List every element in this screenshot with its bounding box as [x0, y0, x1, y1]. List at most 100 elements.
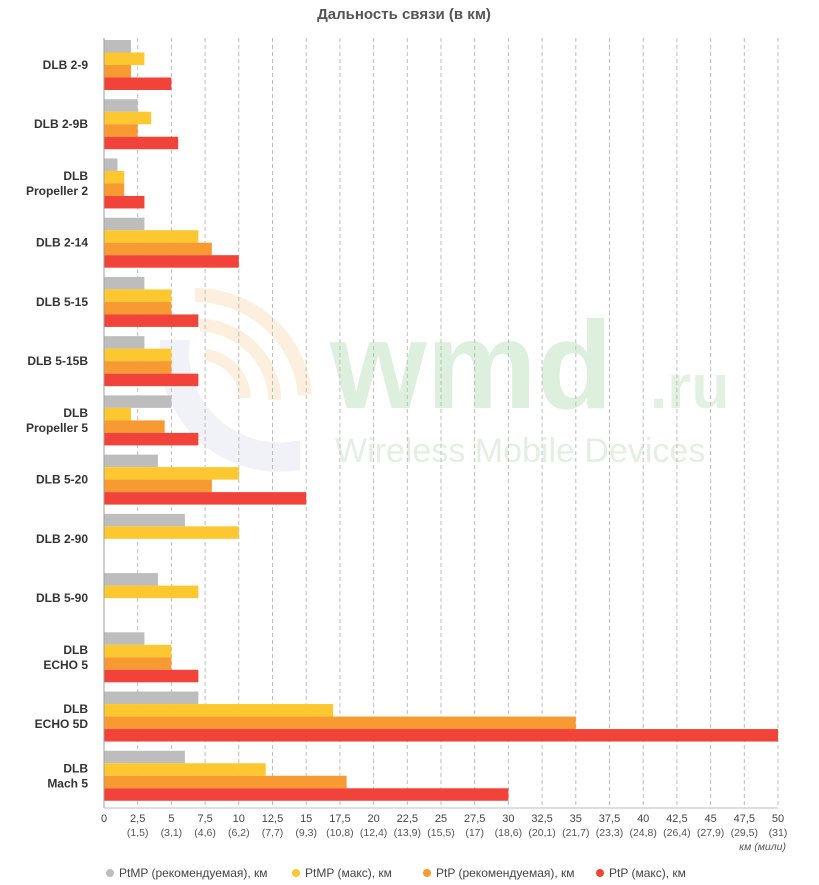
x-tick-miles-label: (20,1)	[528, 827, 555, 839]
bar	[104, 111, 152, 125]
legend-label: PtP (макс), км	[609, 866, 686, 880]
x-tick-label: 25	[435, 813, 447, 825]
category-label: DLB	[63, 761, 88, 775]
bar	[104, 361, 172, 374]
x-tick-label: 35	[570, 813, 582, 825]
x-tick-label: 45	[704, 813, 716, 825]
bar	[104, 314, 199, 327]
bar	[104, 479, 212, 493]
x-tick-label: 0	[101, 813, 107, 825]
x-tick-label: 10	[233, 813, 245, 825]
bar	[104, 644, 172, 658]
bar	[104, 195, 145, 209]
x-tick-miles-label: (3,1)	[161, 827, 183, 839]
category-label: Propeller 2	[26, 184, 88, 198]
category-label: Propeller 5	[26, 421, 88, 435]
x-tick-label: 30	[502, 813, 514, 825]
x-tick-miles-label: (17)	[465, 827, 484, 839]
bar	[104, 716, 576, 730]
category-label: DLB 2-14	[36, 236, 88, 250]
bar	[104, 136, 179, 150]
bar	[104, 65, 131, 78]
bar	[104, 276, 145, 290]
x-tick-label: 2,5	[130, 813, 145, 825]
bar	[104, 255, 239, 268]
bar	[104, 289, 172, 302]
x-tick-miles-label: (26,4)	[663, 827, 690, 839]
legend-label: PtMP (макс), км	[305, 866, 392, 880]
bar	[104, 242, 212, 256]
x-tick-miles-label: (10,8)	[326, 827, 353, 839]
category-label: DLB	[63, 702, 88, 716]
x-tick-label: 15	[300, 813, 312, 825]
watermark-logo-text: wmd	[329, 297, 612, 435]
x-tick-miles-label: (24,8)	[629, 827, 656, 839]
category-label: DLB 2-9B	[34, 117, 88, 131]
bar	[104, 40, 131, 53]
bar	[104, 395, 172, 408]
category-label: DLB 5-15B	[27, 354, 88, 368]
x-tick-miles-label: (4,6)	[194, 827, 216, 839]
x-tick-label: 7,5	[197, 813, 212, 825]
x-tick-label: 50	[772, 813, 784, 825]
watermark-tagline: Wireless Mobile Devices	[335, 432, 705, 470]
bar	[104, 99, 138, 112]
x-tick-label: 32,5	[531, 813, 552, 825]
bar	[104, 657, 172, 670]
wifi-logo-icon	[159, 287, 312, 472]
x-tick-miles-label: (7,7)	[262, 827, 284, 839]
x-tick-miles-label: (29,5)	[731, 827, 758, 839]
x-axis: 0 2,5 (1,5) 5 (3,1) 7,5 (4,6) 10 (6,2) 12,5 (7,7) 1…	[101, 38, 787, 839]
bar	[104, 454, 158, 468]
bar	[104, 301, 172, 315]
grid	[137, 38, 779, 808]
bar	[104, 729, 778, 742]
category-label: DLB 2-9	[43, 58, 89, 72]
bars	[104, 40, 778, 801]
bar	[104, 467, 239, 480]
x-tick-label: 42,5	[666, 813, 687, 825]
watermark-logo-suffix: .ru	[650, 353, 729, 422]
x-tick-label: 40	[637, 813, 649, 825]
category-label: DLB	[63, 406, 88, 420]
bar	[104, 432, 199, 446]
category-label: Mach 5	[47, 776, 88, 790]
bar	[104, 750, 185, 764]
x-tick-label: 22,5	[397, 813, 418, 825]
category-label: DLB 2-90	[36, 532, 88, 546]
bar	[104, 348, 172, 362]
bar	[104, 170, 125, 184]
legend-marker	[423, 869, 431, 877]
legend-marker	[292, 869, 300, 877]
x-tick-miles-label: (27,9)	[697, 827, 724, 839]
x-tick-label: 37,5	[599, 813, 620, 825]
x-tick-miles-label: (31)	[769, 827, 788, 839]
category-label: ECHO 5	[43, 658, 88, 672]
bar	[104, 788, 509, 801]
legend-label: PtMP (рекомендуемая), км	[119, 866, 268, 880]
x-tick-label: 20	[367, 813, 379, 825]
x-tick-label: 12,5	[262, 813, 283, 825]
x-tick-miles-label: (12,4)	[360, 827, 387, 839]
bar	[104, 373, 199, 387]
category-label: DLB 5-15	[36, 295, 88, 309]
x-tick-miles-label: (15,5)	[427, 827, 454, 839]
x-tick-label: 17,5	[329, 813, 350, 825]
x-tick-label: 27,5	[464, 813, 485, 825]
x-tick-miles-label: (23,3)	[596, 827, 623, 839]
bar	[104, 775, 347, 789]
category-label: DLB	[63, 169, 88, 183]
bar	[104, 77, 172, 90]
bar	[104, 669, 199, 683]
x-tick-miles-label: (21,7)	[562, 827, 589, 839]
bar	[104, 704, 334, 717]
bar	[104, 230, 199, 243]
x-tick-miles-label: (9,3)	[295, 827, 317, 839]
bar	[104, 492, 307, 505]
x-axis-label: км (мили)	[739, 841, 786, 853]
category-label: DLB 5-90	[36, 591, 88, 605]
x-tick-miles-label: (6,2)	[228, 827, 250, 839]
chart-title: Дальность связи (в км)	[317, 6, 491, 23]
bar	[104, 124, 138, 137]
